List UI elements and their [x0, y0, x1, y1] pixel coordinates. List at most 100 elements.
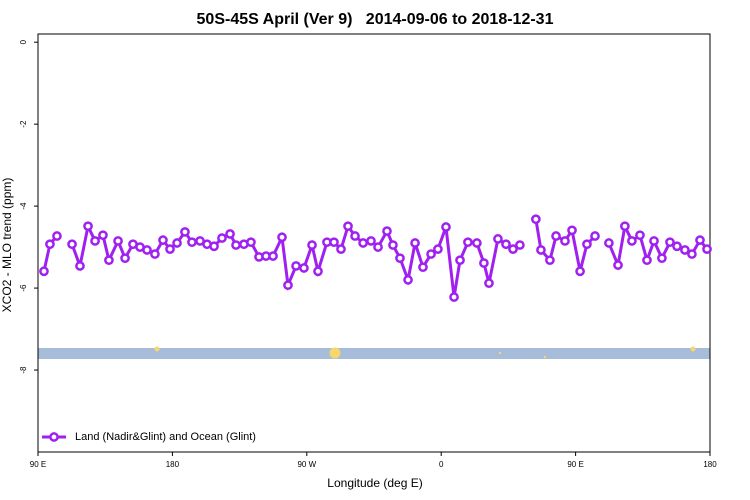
y-tick-label: -6 — [19, 284, 28, 292]
data-point — [680, 245, 690, 255]
data-point — [366, 236, 376, 246]
data-point — [455, 255, 465, 266]
data-point — [604, 238, 614, 248]
chart-title: 50S-45S April (Ver 9) 2014-09-06 to 2018… — [197, 11, 554, 28]
data-point — [382, 226, 392, 236]
data-point — [39, 266, 49, 277]
data-point — [98, 230, 108, 241]
data-point — [472, 238, 482, 248]
data-point — [657, 253, 667, 264]
data-point — [246, 237, 256, 248]
data-point — [501, 239, 511, 250]
data-point — [180, 227, 190, 237]
data-point — [463, 237, 473, 248]
data-point — [426, 249, 436, 259]
data-line — [42, 218, 709, 298]
data-point — [433, 244, 443, 254]
data-point — [531, 214, 541, 225]
data-point — [358, 238, 368, 248]
data-point — [231, 240, 241, 250]
data-point — [590, 231, 600, 241]
data-point — [536, 245, 546, 255]
x-axis-label: Longitude (deg E) — [327, 476, 422, 490]
data-point — [373, 242, 383, 252]
plot-frame — [37, 33, 711, 453]
x-tick-label: 90 E — [30, 460, 46, 469]
x-tick-label: 0 — [439, 460, 444, 469]
y-tick-label: 0 — [19, 39, 28, 44]
data-point — [484, 278, 494, 289]
data-point — [627, 236, 637, 246]
data-point — [283, 280, 293, 291]
data-point — [225, 229, 235, 239]
data-point — [299, 263, 309, 273]
data-point — [613, 260, 623, 270]
data-point — [336, 244, 346, 254]
data-point — [515, 240, 525, 250]
data-point — [307, 240, 317, 250]
data-point — [329, 237, 339, 248]
data-point — [104, 255, 114, 266]
data-point — [642, 255, 652, 266]
data-point — [268, 251, 278, 261]
data-point — [120, 253, 130, 264]
data-point — [479, 258, 489, 268]
data-point — [172, 238, 182, 248]
data-point — [702, 244, 712, 254]
data-point — [165, 244, 175, 254]
data-point — [620, 221, 630, 232]
data-point — [695, 235, 705, 245]
data-point — [493, 234, 503, 244]
x-tick-label: 90 W — [297, 460, 316, 469]
data-point — [217, 233, 227, 243]
data-point — [45, 239, 55, 250]
data-point — [635, 230, 645, 241]
data-point — [665, 237, 675, 248]
data-point — [291, 261, 301, 271]
land-markers — [154, 346, 696, 359]
data-point — [403, 275, 413, 285]
data-point — [142, 245, 152, 255]
data-point — [343, 221, 353, 232]
data-point — [449, 292, 459, 302]
data-point — [545, 255, 555, 266]
data-point — [209, 241, 219, 252]
data-point — [277, 232, 287, 243]
y-tick-label: -2 — [19, 120, 28, 128]
data-point — [75, 261, 85, 271]
x-tick-label: 180 — [703, 460, 717, 469]
data-point — [410, 238, 420, 248]
surface-band — [38, 348, 710, 359]
x-tick-label: 180 — [166, 460, 180, 469]
data-point — [388, 240, 398, 250]
data-point — [350, 231, 360, 241]
y-tick-label: -4 — [19, 202, 28, 210]
data-point — [67, 239, 77, 250]
y-tick-label: -8 — [19, 366, 28, 374]
data-point — [508, 244, 518, 254]
data-point — [575, 266, 585, 277]
data-point — [83, 221, 93, 232]
data-point — [395, 253, 405, 264]
legend-label: Land (Nadir&Glint) and Ocean (Glint) — [75, 431, 256, 443]
legend-marker — [49, 432, 59, 442]
data-point — [313, 266, 323, 277]
data-point — [418, 262, 428, 273]
x-tick-label: 90 E — [567, 460, 583, 469]
data-point — [649, 236, 659, 246]
data-point — [187, 237, 197, 248]
data-point — [150, 249, 160, 259]
data-point — [441, 222, 451, 232]
data-point — [113, 236, 123, 246]
data-point — [90, 236, 100, 246]
data-point — [52, 231, 62, 241]
data-point — [158, 235, 168, 245]
data-point — [567, 225, 577, 236]
data-point — [582, 239, 592, 250]
data-point — [687, 249, 697, 259]
data-point — [672, 241, 682, 252]
y-axis-label: XCO2 - MLO trend (ppm) — [0, 178, 14, 313]
data-point — [560, 236, 570, 246]
data-point — [551, 231, 561, 241]
